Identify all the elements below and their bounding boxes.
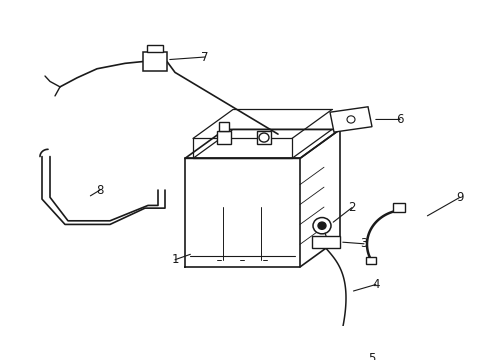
- Bar: [392, 203, 404, 212]
- Text: 8: 8: [96, 184, 103, 197]
- Circle shape: [259, 133, 268, 142]
- Circle shape: [317, 222, 325, 229]
- Circle shape: [346, 116, 354, 123]
- Circle shape: [326, 347, 346, 360]
- Text: 3: 3: [360, 237, 367, 250]
- Text: 6: 6: [395, 113, 403, 126]
- Text: 7: 7: [201, 50, 208, 63]
- Bar: [219, 122, 228, 131]
- Bar: [311, 236, 339, 248]
- Bar: [257, 131, 270, 144]
- Text: 1: 1: [171, 253, 179, 266]
- Bar: [147, 45, 163, 53]
- Text: 9: 9: [455, 191, 463, 204]
- Text: 5: 5: [367, 352, 375, 360]
- Circle shape: [312, 217, 330, 234]
- Bar: [142, 53, 167, 71]
- Circle shape: [331, 352, 341, 360]
- Bar: [217, 131, 230, 144]
- Text: 2: 2: [347, 201, 355, 214]
- Text: 4: 4: [371, 278, 379, 291]
- Polygon shape: [329, 107, 371, 132]
- Bar: [366, 257, 375, 265]
